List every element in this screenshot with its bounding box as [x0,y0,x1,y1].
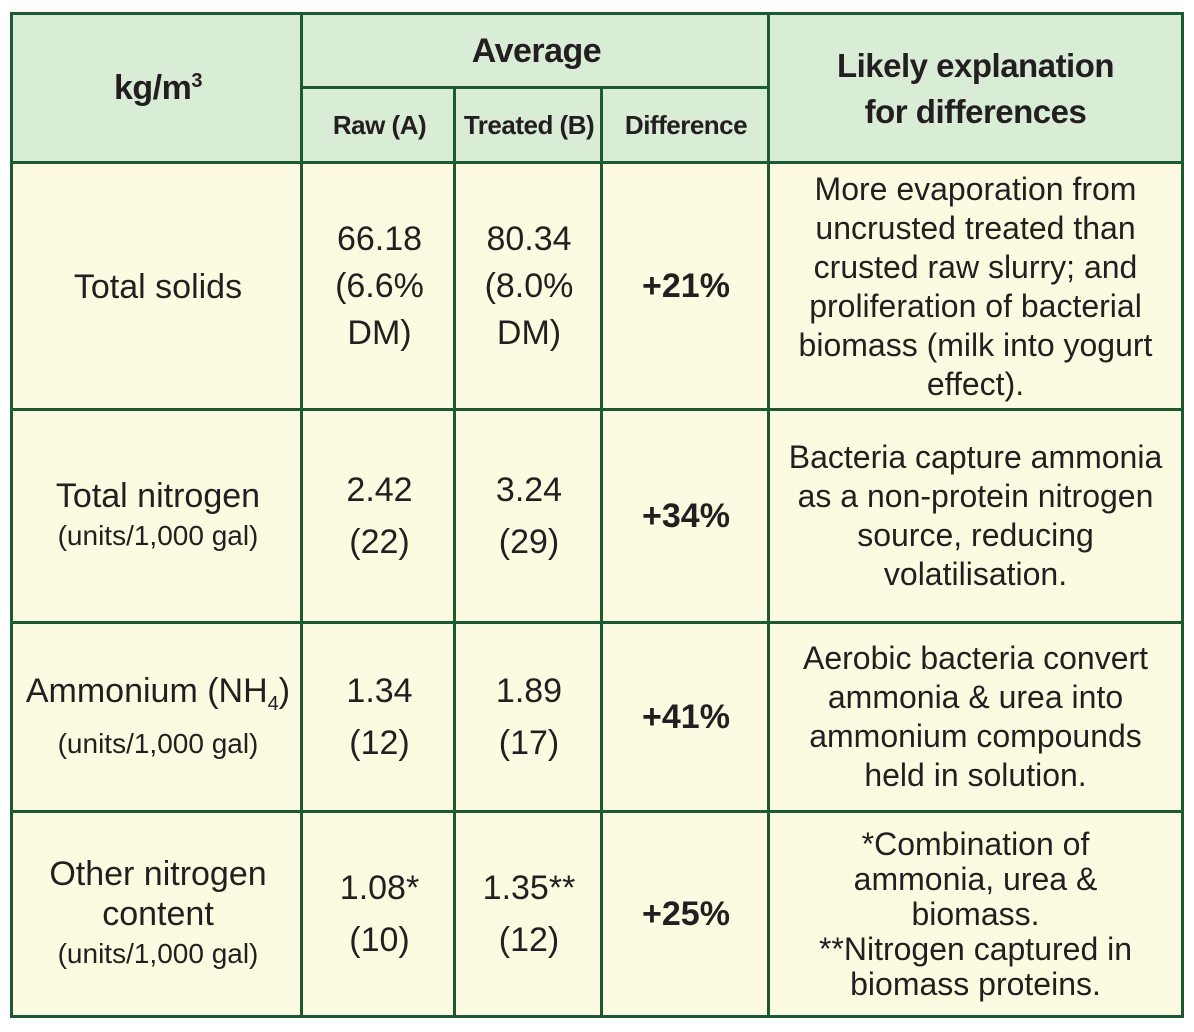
explanation-header-line: Likely explanation [836,46,1115,84]
difference-value: +21% [642,267,730,305]
difference-cell: +41% [602,624,770,810]
row-label-total-nitrogen: Total nitrogen (units/1,000 gal) [13,411,303,621]
explanation-line: Bacteria capture ammonia [788,439,1163,475]
treated-header: Treated (B) [463,109,595,140]
raw-value: 2.42 [346,471,413,509]
explanation-line: uncrusted treated than [815,209,1136,246]
difference-cell: +34% [602,411,770,621]
unit-header: kg/m3 [114,69,202,108]
treated-value-cell: 3.24 (29) [456,411,602,621]
grid-line [767,15,770,1015]
explanation-line: More evaporation from [814,170,1137,207]
row-label-close: ) [278,671,291,710]
grid-line [600,88,603,1015]
row-label-other-nitrogen: Other nitrogen content (units/1,000 gal) [13,813,303,1015]
grid-line [453,88,456,1015]
explanation-line: biomass. [911,895,1040,932]
explanation-line: held in solution. [864,757,1087,793]
row-unit: (units/1,000 gal) [57,938,259,969]
explanation-line: biomass (milk into yogurt [798,326,1153,363]
row-label-total-solids: Total solids [13,165,303,408]
row-label-ammonium: Ammonium (NH4) (units/1,000 gal) [13,624,303,810]
explanation-cell: Bacteria capture ammonia as a non-protei… [770,411,1181,621]
explanation-line: Aerobic bacteria convert [802,640,1149,676]
grid-line [13,621,1181,624]
treated-value: 1.35** [482,869,576,907]
treated-value: (8.0% [484,267,574,305]
explanation-line: **Nitrogen captured in [818,930,1133,967]
difference-value: +41% [642,697,730,736]
unit-header-cell: kg/m3 [13,15,303,162]
row-label: Ammonium (NH4) [26,671,290,724]
row-label: Total solids [73,267,243,306]
unit-label: kg/m [114,69,192,107]
raw-value: 1.08* [339,869,420,907]
explanation-line: proliferation of bacterial [809,287,1142,324]
treated-value: DM) [496,314,562,352]
grid-line [300,15,303,1015]
treated-value: (12) [498,921,560,959]
difference-cell: +21% [602,165,770,408]
difference-value: +34% [642,496,730,535]
explanation-cell: *Combination of ammonia, urea & biomass.… [770,813,1181,1015]
explanation-line: biomass proteins. [850,965,1101,1002]
raw-value: DM) [347,314,412,352]
row-label: content [102,895,214,933]
treated-value: (29) [498,523,560,561]
explanation-line: ammonia & urea into [827,679,1124,715]
average-header: Average [471,32,602,70]
difference-header: Difference [624,109,748,140]
explanation-line: source, reducing [857,517,1094,553]
treated-value: 1.89 [495,672,563,710]
explanation-cell: Aerobic bacteria convert ammonia & urea … [770,624,1181,810]
raw-value-cell: 2.42 (22) [303,411,456,621]
explanation-header-line: for differences [864,92,1087,130]
raw-value-cell: 1.08* (10) [303,813,456,1015]
explanation-header-cell: Likely explanation for differences [770,15,1181,162]
row-label-main: Ammonium (NH [25,671,268,710]
raw-value: (10) [349,921,410,959]
row-unit: (units/1,000 gal) [57,520,259,551]
raw-value-cell: 66.18 (6.6% DM) [303,165,456,408]
unit-superscript: 3 [191,70,202,92]
difference-header-cell: Difference [602,88,770,162]
raw-header-cell: Raw (A) [303,88,456,162]
explanation-line: ammonium compounds [809,718,1142,754]
grid-line [300,86,770,89]
row-label: Other nitrogen [49,855,267,893]
treated-header-cell: Treated (B) [456,88,602,162]
raw-value: (6.6% [335,267,424,305]
treated-value-cell: 1.89 (17) [456,624,602,810]
raw-value: 1.34 [346,672,413,710]
raw-value-cell: 1.34 (12) [303,624,456,810]
difference-cell: +25% [602,813,770,1015]
row-label-subscript: 4 [267,692,279,715]
raw-value: (22) [349,523,410,561]
treated-value-cell: 1.35** (12) [456,813,602,1015]
explanation-cell: More evaporation from uncrusted treated … [770,165,1181,408]
row-label: Total nitrogen [55,477,261,515]
treated-value: 80.34 [486,220,572,258]
grid-line [13,161,1181,164]
row-unit: (units/1,000 gal) [57,727,259,759]
grid-line [13,408,1181,411]
average-header-cell: Average [303,15,770,88]
raw-value: 66.18 [336,220,423,258]
explanation-line: as a non-protein nitrogen [797,478,1154,514]
raw-header: Raw (A) [332,109,427,140]
difference-value: +25% [642,894,730,933]
treated-value: 3.24 [495,471,563,509]
grid-line [13,810,1181,813]
raw-value: (12) [349,724,410,762]
explanation-line: volatilisation. [883,556,1068,592]
treated-value: (17) [498,724,560,762]
explanation-line: effect). [926,365,1025,402]
explanation-line: *Combination of [861,825,1090,862]
data-table: kg/m3 Average Raw (A) Treated (B) Differ… [10,12,1184,1018]
explanation-line: crusted raw slurry; and [813,248,1138,285]
treated-value-cell: 80.34 (8.0% DM) [456,165,602,408]
explanation-line: ammonia, urea & [853,860,1098,897]
